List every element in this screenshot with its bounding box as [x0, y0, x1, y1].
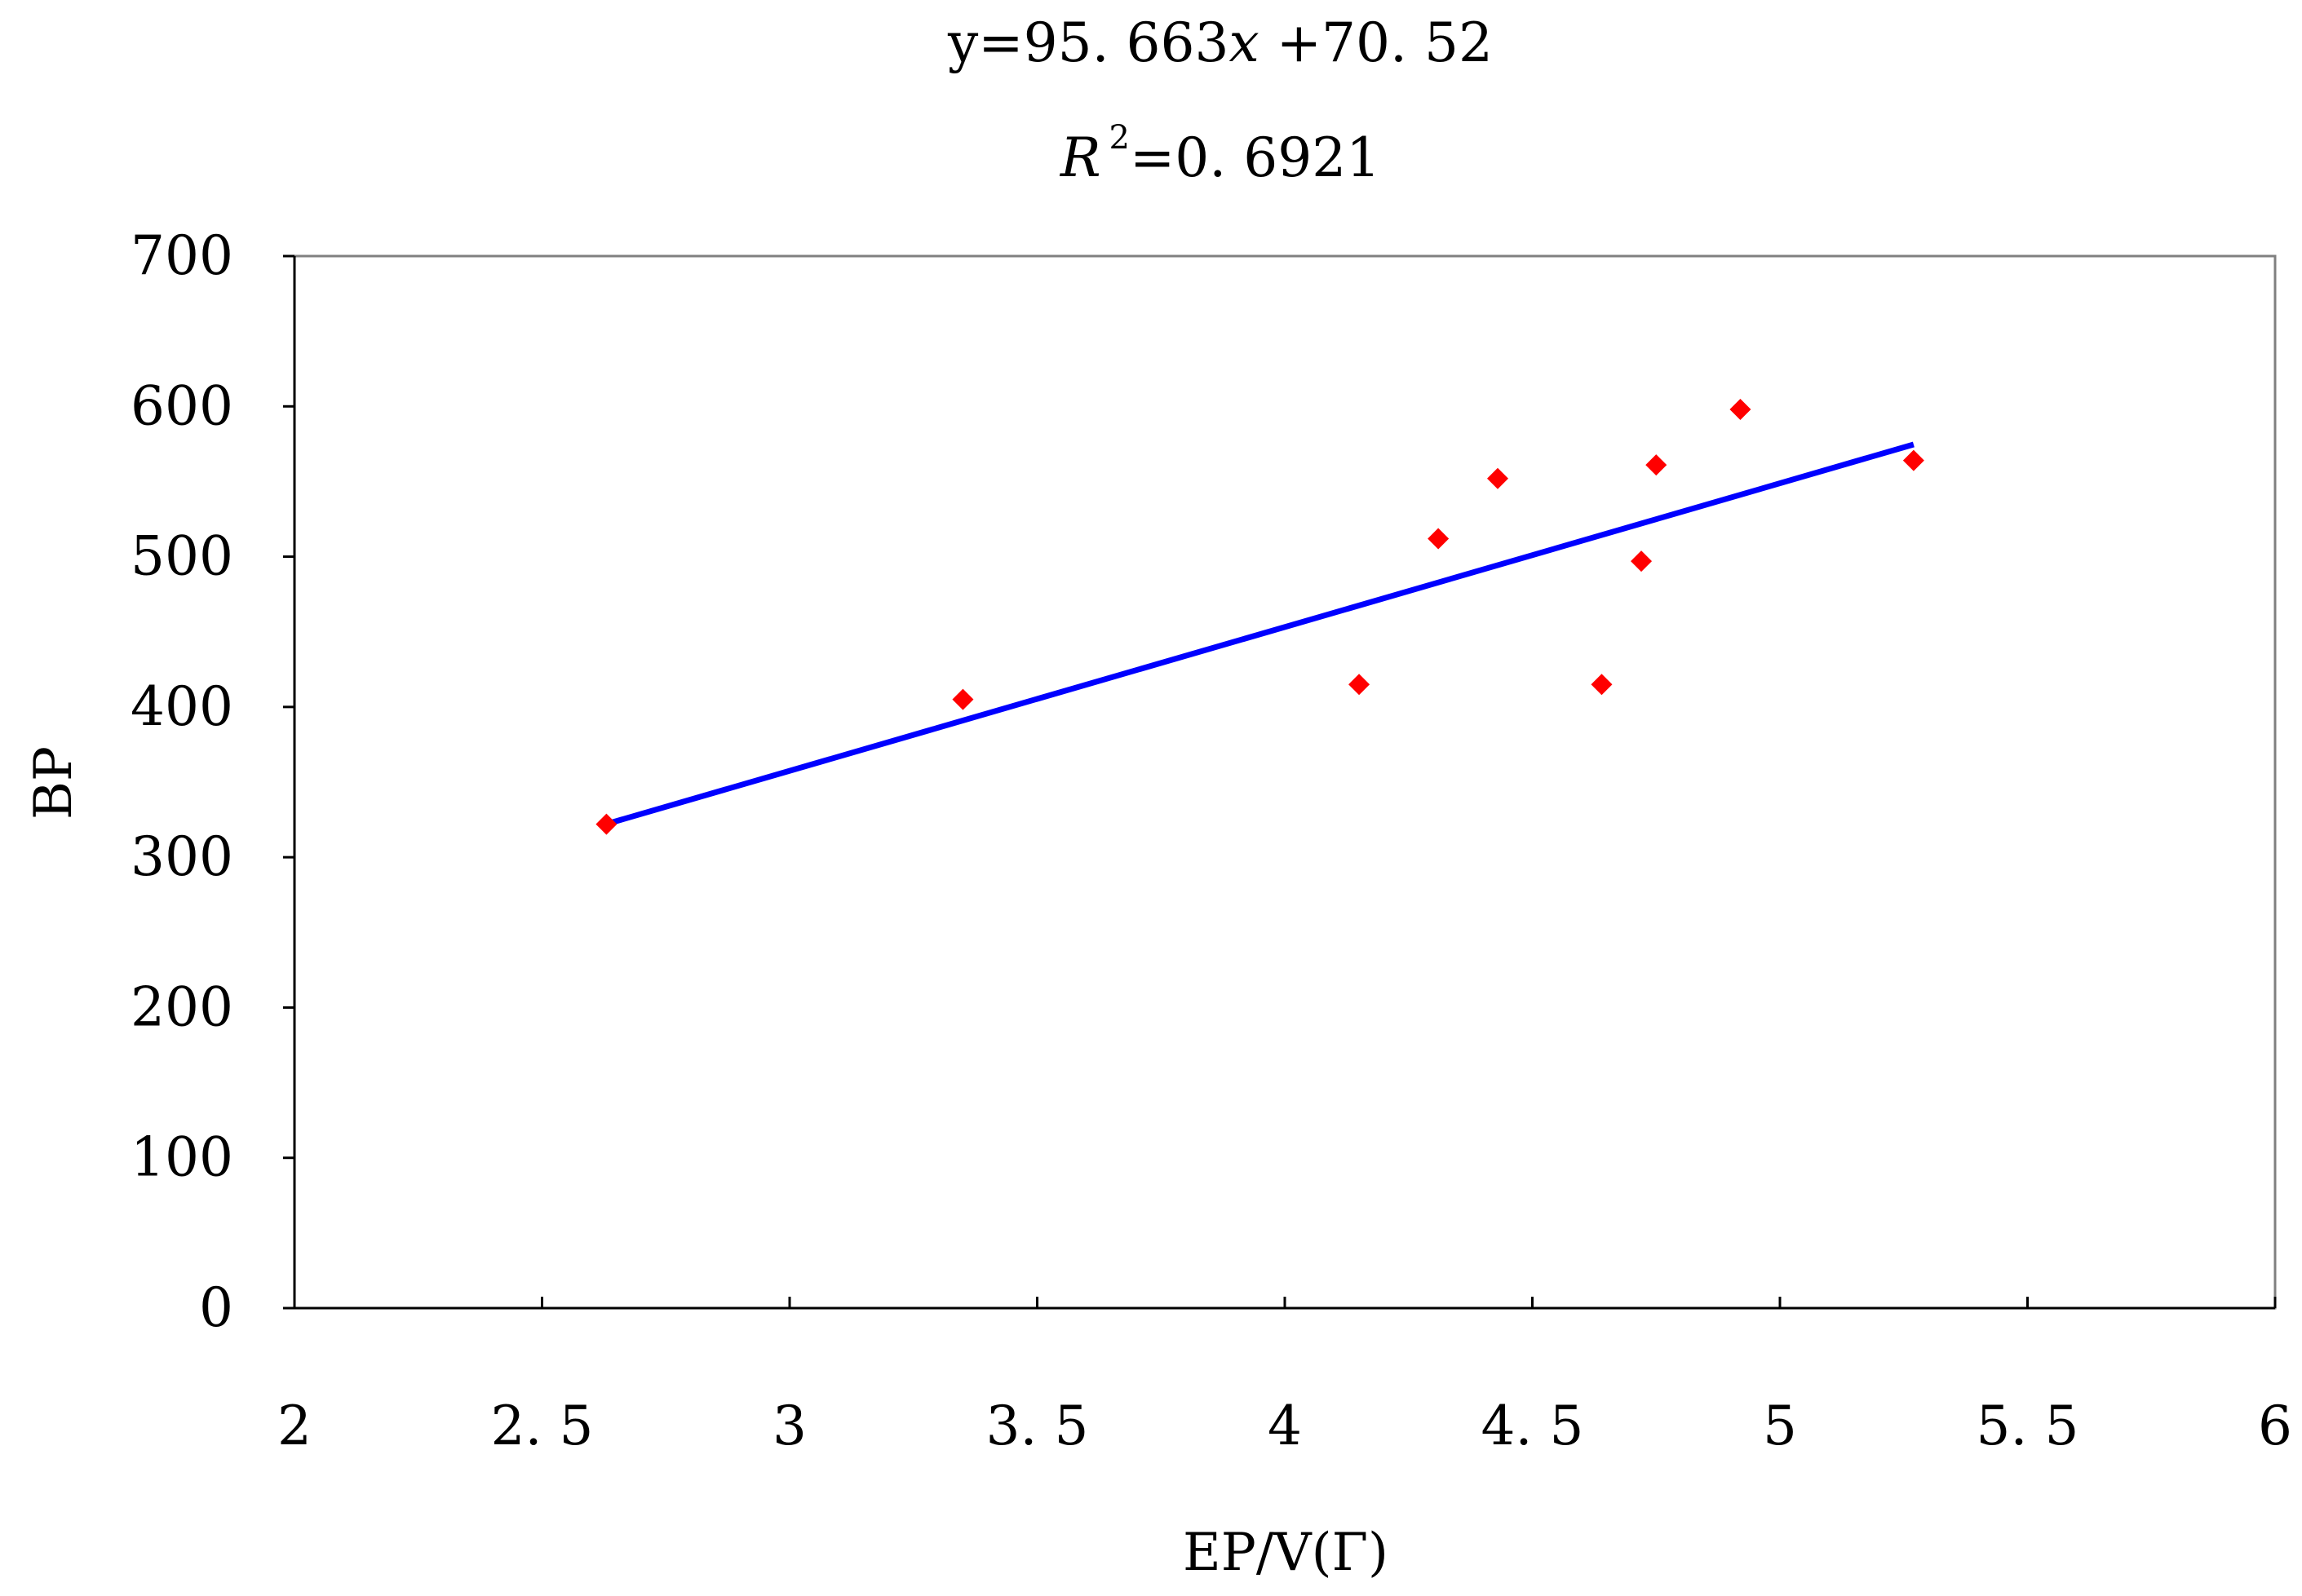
data-points — [595, 398, 1924, 835]
x-tick-label: 5. 5 — [1977, 1395, 2079, 1457]
x-tick-label: 2 — [277, 1395, 312, 1457]
data-point — [1428, 528, 1450, 550]
x-tick-label: 3 — [772, 1395, 807, 1457]
x-tick-label: 6 — [2258, 1395, 2292, 1457]
y-tick-label: 100 — [131, 1126, 233, 1189]
equation-suffix: +70. 52 — [1259, 11, 1493, 74]
data-point — [1729, 398, 1751, 420]
y-tick-label: 0 — [199, 1276, 233, 1339]
plot-area-frame — [293, 254, 2277, 1310]
data-point — [1348, 674, 1370, 696]
y-tick-label: 700 — [131, 224, 233, 287]
data-point — [1591, 674, 1613, 696]
data-point — [1645, 454, 1667, 476]
y-axis-ticks: 0 100 200 300 400 500 600 700 — [131, 224, 294, 1339]
y-tick-label: 400 — [131, 675, 233, 738]
x-axis-label: EP/V(Γ) — [1183, 1523, 1388, 1583]
trendline — [605, 441, 1915, 827]
x-tick-label: 4 — [1268, 1395, 1302, 1457]
x-tick-label: 4. 5 — [1481, 1395, 1584, 1457]
equation-variable: x — [1229, 11, 1259, 74]
y-tick-label: 500 — [131, 525, 233, 588]
data-point — [1487, 467, 1509, 489]
x-tick-label: 2. 5 — [491, 1395, 594, 1457]
r-squared-text: R 2=0. 6921 — [1060, 119, 1380, 189]
x-tick-label: 5 — [1763, 1395, 1797, 1457]
r-squared-value: =0. 6921 — [1130, 126, 1380, 189]
data-point — [1631, 550, 1653, 573]
x-axis-ticks: 2 2. 5 3 3. 5 4 4. 5 5 5. 5 6 — [277, 1297, 2292, 1457]
y-tick-label: 300 — [131, 825, 233, 888]
equation-prefix: y=95. 663 — [947, 11, 1229, 74]
y-axis-label: BP — [24, 746, 84, 820]
x-tick-label: 3. 5 — [986, 1395, 1089, 1457]
data-point — [1902, 449, 1924, 471]
equation-text: y=95. 663x +70. 52 — [947, 11, 1493, 74]
r-squared-symbol: R — [1060, 126, 1101, 189]
y-tick-label: 200 — [131, 975, 233, 1038]
data-point — [952, 688, 974, 710]
r-squared-exponent: 2 — [1109, 119, 1130, 157]
data-point — [595, 813, 618, 835]
y-tick-label: 600 — [131, 374, 233, 437]
